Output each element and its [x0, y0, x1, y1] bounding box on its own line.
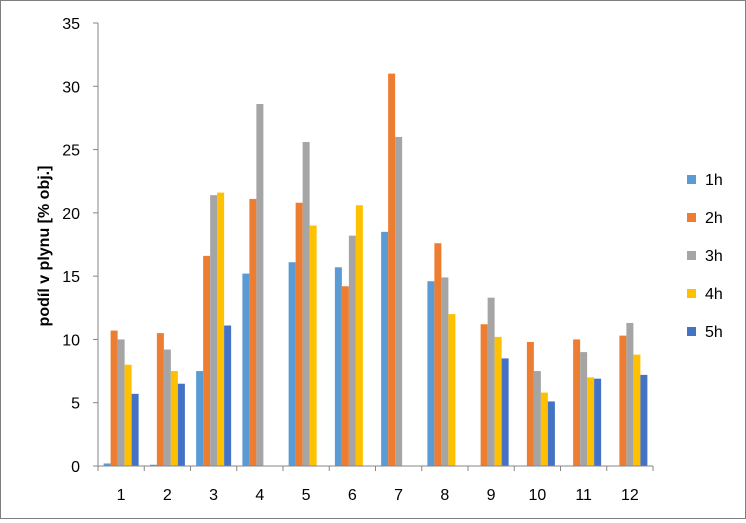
- x-tick-label: 6: [348, 487, 357, 504]
- legend-swatch-1h: [687, 175, 696, 184]
- bar-1h-cat-5: [288, 262, 296, 466]
- bar-1h-cat-6: [334, 267, 342, 466]
- bar-3h-cat-2: [163, 349, 171, 466]
- bar-2h-cat-3: [203, 255, 211, 466]
- y-tick-label: 15: [62, 269, 80, 286]
- bar-2h-cat-1: [110, 330, 118, 466]
- bar-3h-cat-6: [348, 235, 356, 466]
- y-tick-label: 25: [62, 143, 80, 160]
- bar-5h-cat-10: [547, 401, 555, 466]
- x-tick-label: 11: [575, 487, 592, 504]
- bar-1h-cat-1: [103, 463, 111, 466]
- x-tick-label: 2: [163, 487, 172, 504]
- bar-5h-cat-11: [594, 378, 602, 466]
- bar-1h-cat-4: [242, 273, 250, 466]
- bar-2h-cat-4: [249, 198, 257, 466]
- x-tick-label: 7: [394, 487, 403, 504]
- bar-1h-cat-8: [427, 281, 435, 466]
- bar-2h-cat-7: [388, 73, 396, 466]
- bar-3h-cat-4: [256, 104, 264, 466]
- bar-3h-cat-9: [487, 297, 495, 466]
- bar-2h-cat-5: [295, 202, 303, 467]
- y-tick-label: 35: [62, 16, 80, 33]
- legend-swatch-5h: [687, 327, 696, 336]
- bars-layer: [103, 73, 648, 467]
- bar-4h-cat-2: [170, 371, 178, 466]
- legend-swatch-4h: [687, 289, 696, 298]
- bar-4h-cat-8: [448, 314, 456, 466]
- bar-3h-cat-11: [580, 352, 588, 466]
- bar-3h-cat-3: [210, 195, 218, 466]
- bar-4h-cat-11: [587, 377, 595, 466]
- bar-3h-cat-8: [441, 277, 449, 466]
- bar-1h-cat-7: [381, 231, 389, 466]
- bar-3h-cat-5: [302, 141, 310, 467]
- bar-4h-cat-12: [633, 354, 641, 466]
- bar-5h-cat-9: [501, 358, 509, 466]
- x-tick-label: 3: [209, 487, 218, 504]
- legend-label-4h: 4h: [705, 286, 723, 303]
- bar-3h-cat-1: [117, 339, 125, 466]
- bar-3h-cat-10: [533, 371, 541, 466]
- y-tick-label: 10: [62, 332, 80, 349]
- y-tick-label: 30: [62, 79, 80, 96]
- bar-5h-cat-12: [640, 374, 648, 466]
- legend-label-5h: 5h: [705, 324, 723, 341]
- bar-2h-cat-2: [156, 333, 164, 466]
- y-axis-label: podíl v plynu [% obj.]: [36, 166, 53, 327]
- bar-2h-cat-12: [619, 335, 627, 466]
- bar-1h-cat-2: [149, 464, 157, 466]
- bar-2h-cat-10: [526, 341, 534, 466]
- bar-4h-cat-3: [217, 192, 225, 467]
- bar-5h-cat-2: [177, 383, 185, 466]
- legend-label-2h: 2h: [705, 210, 723, 227]
- y-tick-label: 20: [62, 206, 80, 223]
- y-tick-label: 5: [71, 396, 80, 413]
- bar-4h-cat-10: [540, 392, 548, 466]
- legend-label-3h: 3h: [705, 248, 723, 265]
- bar-2h-cat-9: [480, 324, 488, 466]
- bar-4h-cat-9: [494, 336, 502, 466]
- bar-4h-cat-1: [124, 364, 132, 466]
- x-tick-label: 10: [528, 487, 546, 504]
- legend-label-1h: 1h: [705, 172, 723, 189]
- x-tick-label: 9: [487, 487, 496, 504]
- x-tick-label: 1: [117, 487, 126, 504]
- bar-4h-cat-6: [355, 205, 363, 466]
- bar-3h-cat-7: [395, 136, 403, 466]
- x-tick-label: 5: [302, 487, 311, 504]
- bar-1h-cat-3: [196, 371, 204, 466]
- x-tick-label: 12: [621, 487, 639, 504]
- x-tick-label: 8: [440, 487, 449, 504]
- legend-swatch-2h: [687, 213, 696, 222]
- bar-5h-cat-3: [224, 325, 232, 466]
- bar-2h-cat-11: [573, 339, 581, 466]
- legend-swatch-3h: [687, 251, 696, 260]
- bar-3h-cat-12: [626, 322, 634, 466]
- legend: 1h 2h 3h 4h 5h: [687, 172, 723, 341]
- bar-2h-cat-8: [434, 243, 442, 466]
- bar-2h-cat-6: [341, 286, 349, 466]
- y-tick-label: 0: [71, 459, 80, 476]
- x-tick-label: 4: [255, 487, 264, 504]
- bar-5h-cat-1: [131, 393, 139, 466]
- bar-4h-cat-5: [309, 225, 317, 466]
